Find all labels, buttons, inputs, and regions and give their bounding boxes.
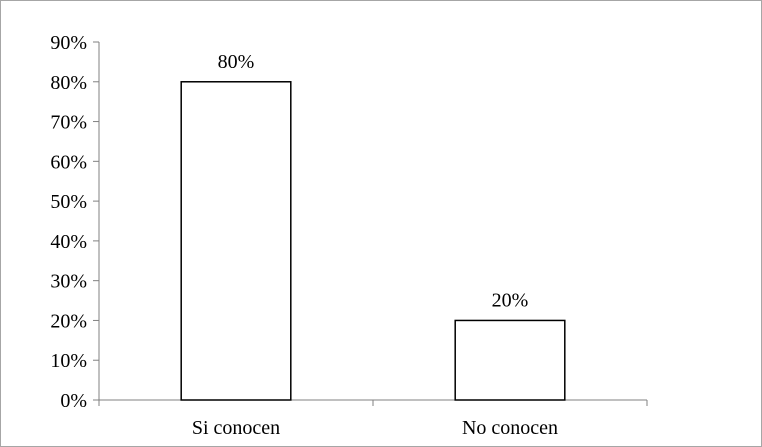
data-labels: 80% 20% xyxy=(218,51,529,312)
data-label: 20% xyxy=(492,289,529,311)
y-tick-label: 80% xyxy=(50,72,87,94)
y-tick-label: 60% xyxy=(50,151,87,173)
y-tick-label: 0% xyxy=(60,390,87,412)
y-tick-label: 50% xyxy=(50,191,87,213)
y-tick-label: 30% xyxy=(50,271,87,293)
y-tick-label: 40% xyxy=(50,231,87,253)
y-tick-label: 70% xyxy=(50,112,87,134)
x-axis: Si conocen No conocen xyxy=(98,399,648,439)
bars xyxy=(180,81,566,401)
y-tick-label: 20% xyxy=(50,310,87,332)
bar-si-conocen xyxy=(180,81,292,401)
y-tick-label: 90% xyxy=(50,32,87,54)
y-axis: 0% 10% 20% 30% 40% 50% 60% 70% 80% 90% xyxy=(50,32,100,412)
x-category-label: No conocen xyxy=(462,417,558,439)
x-category-label: Si conocen xyxy=(192,417,280,439)
bar-no-conocen xyxy=(454,319,566,401)
data-label: 80% xyxy=(218,51,255,73)
y-tick-label: 10% xyxy=(50,350,87,372)
